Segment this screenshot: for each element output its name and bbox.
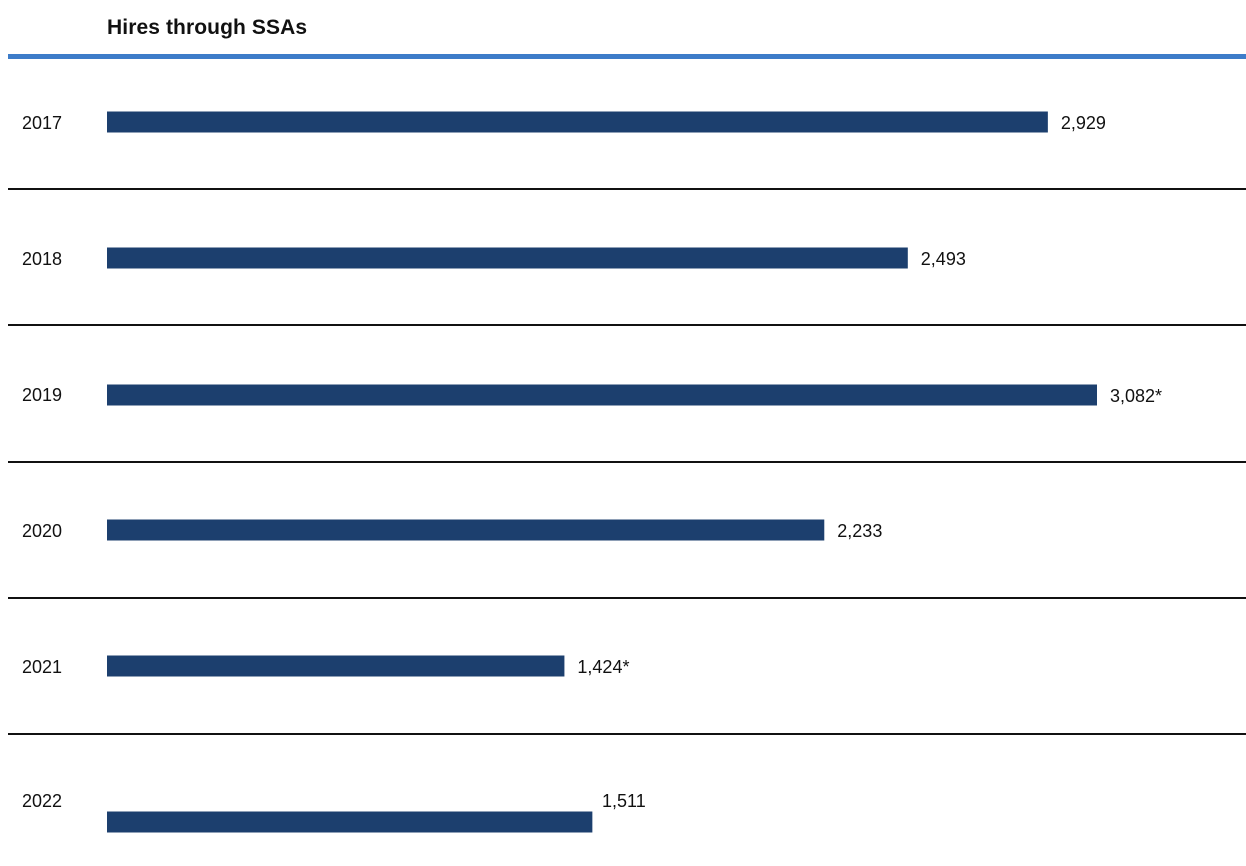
data-label: 2,233 — [837, 521, 882, 541]
row-divider — [8, 597, 1246, 599]
category-label: 2017 — [22, 113, 62, 133]
bar — [107, 519, 825, 541]
data-label: 2,493 — [921, 249, 966, 269]
bar — [107, 247, 908, 269]
category-label: 2020 — [22, 521, 62, 541]
category-label: 2021 — [22, 657, 62, 677]
bar — [107, 811, 593, 833]
chart-title: Hires through SSAs — [107, 16, 308, 39]
row-divider — [8, 461, 1246, 463]
row-divider — [8, 733, 1246, 735]
data-label: 1,511 — [602, 791, 646, 811]
bar — [107, 655, 565, 677]
title-rule — [8, 54, 1246, 59]
data-label: 1,424* — [577, 657, 629, 677]
category-label: 2019 — [22, 385, 62, 405]
category-label: 2018 — [22, 249, 62, 269]
data-label: 3,082* — [1110, 386, 1162, 406]
bar — [107, 384, 1097, 406]
row-divider — [8, 188, 1246, 190]
data-label: 2,929 — [1061, 113, 1106, 133]
bar — [107, 111, 1048, 133]
category-label: 2022 — [22, 791, 62, 811]
row-divider — [8, 324, 1246, 326]
